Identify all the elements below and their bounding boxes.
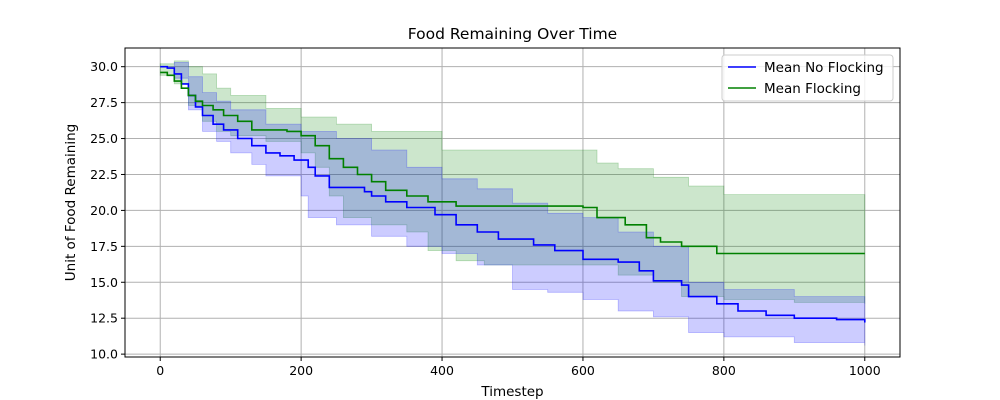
x-tick-label: 1000 bbox=[849, 363, 881, 378]
y-tick-label: 20.0 bbox=[90, 203, 118, 218]
x-tick-label: 200 bbox=[289, 363, 313, 378]
x-axis-label: Timestep bbox=[480, 384, 543, 400]
legend: Mean No Flocking Mean Flocking bbox=[721, 54, 894, 102]
y-axis-label: Unit of Food Remaining bbox=[63, 124, 79, 281]
legend-box bbox=[721, 54, 894, 102]
y-tick-label: 12.5 bbox=[90, 311, 118, 326]
legend-label-flocking: Mean Flocking bbox=[764, 81, 861, 97]
y-tick-label: 15.0 bbox=[90, 275, 118, 290]
line-mean-no-flocking bbox=[160, 65, 866, 323]
x-tick-label: 600 bbox=[571, 363, 595, 378]
y-tick-label: 30.0 bbox=[90, 59, 118, 74]
band-no-flocking bbox=[160, 62, 866, 346]
x-tick-label: 800 bbox=[712, 363, 736, 378]
y-tick-label: 22.5 bbox=[90, 167, 118, 182]
y-tick-label: 25.0 bbox=[90, 131, 118, 146]
axis-ticks: 0 200 400 600 800 1000 10.0 12.5 15.0 17.5 20.0 22.… bbox=[90, 59, 881, 378]
axes-frame bbox=[124, 47, 901, 358]
legend-label-no-flocking: Mean No Flocking bbox=[764, 60, 884, 76]
y-tick-label: 27.5 bbox=[90, 95, 118, 110]
series-lines bbox=[160, 65, 866, 323]
line-mean-flocking bbox=[160, 71, 865, 255]
x-tick-label: 0 bbox=[156, 363, 164, 378]
grid bbox=[125, 48, 900, 357]
y-tick-label: 17.5 bbox=[90, 239, 118, 254]
chart-title: Food Remaining Over Time bbox=[408, 25, 617, 43]
y-tick-label: 10.0 bbox=[90, 347, 118, 362]
x-tick-label: 400 bbox=[430, 363, 454, 378]
